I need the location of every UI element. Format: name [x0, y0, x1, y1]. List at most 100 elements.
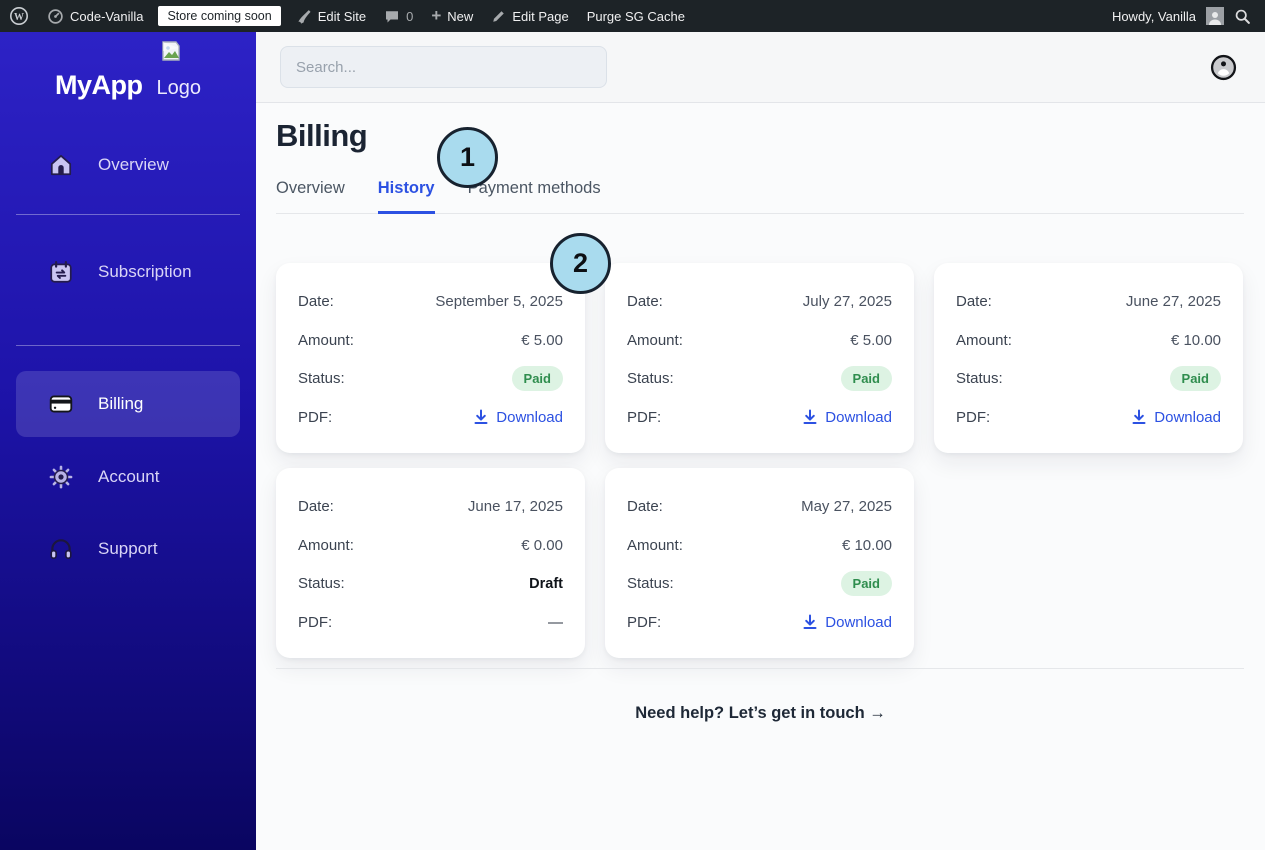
admin-bar-site-menu[interactable]: Code-Vanilla [38, 0, 152, 32]
main-area: Billing Overview History Payment methods… [256, 32, 1265, 850]
status-label: Status: [627, 370, 674, 387]
invoice-amount-row: Amount: € 10.00 [627, 534, 892, 557]
new-content-menu[interactable]: + New [422, 0, 482, 32]
edit-page-menu[interactable]: Edit Page [482, 0, 577, 32]
amount-label: Amount: [627, 331, 683, 349]
tab-payment-methods[interactable]: Payment methods [467, 179, 601, 197]
help-link[interactable]: Need help? Let’s get in touch → [635, 704, 886, 722]
wordpress-logo-icon[interactable]: W [0, 0, 38, 32]
top-header [256, 32, 1265, 103]
pdf-label: PDF: [298, 613, 333, 631]
invoice-card: Date: May 27, 2025 Amount: € 10.00 Statu… [605, 468, 914, 658]
sidebar-item-overview[interactable]: Overview [16, 143, 240, 187]
comments-count: 0 [406, 8, 414, 24]
tab-overview[interactable]: Overview [276, 179, 345, 197]
invoice-date-row: Date: July 27, 2025 [627, 290, 892, 313]
logo-alt-text: Logo [156, 77, 202, 99]
user-menu-button[interactable] [1210, 54, 1237, 86]
pdf-label: PDF: [956, 408, 991, 426]
invoice-status-row: Status: Paid [956, 366, 1221, 391]
avatar-silhouette-icon [1209, 12, 1221, 25]
date-label: Date: [627, 293, 663, 310]
invoice-status-row: Status: Draft [298, 572, 563, 595]
purge-cache-menu[interactable]: Purge SG Cache [578, 0, 694, 32]
invoice-card: Date: June 17, 2025 Amount: € 0.00 Statu… [276, 468, 585, 658]
invoice-date: September 5, 2025 [435, 293, 563, 310]
comment-bubble-icon [386, 10, 399, 22]
amount-label: Amount: [298, 331, 354, 349]
purge-cache-label: Purge SG Cache [586, 8, 685, 24]
brand-name: MyApp [55, 70, 143, 100]
footer-divider [276, 668, 1244, 669]
wp-admin-bar: W Code-Vanilla Store coming soon Edit Si… [0, 0, 1265, 32]
invoice-card: Date: July 27, 2025 Amount: € 5.00 Statu… [605, 263, 914, 453]
invoice-amount: € 10.00 [1170, 331, 1221, 349]
search-icon[interactable] [1234, 8, 1251, 25]
edit-page-label: Edit Page [512, 8, 569, 24]
sidebar-divider [16, 345, 240, 346]
invoice-pdf-row: PDF: — [298, 611, 563, 634]
invoice-download-link[interactable]: Download [1132, 409, 1221, 426]
invoice-card: Date: September 5, 2025 Amount: € 5.00 S… [276, 263, 585, 453]
user-circle-icon [1210, 54, 1237, 81]
site-name: Code-Vanilla [70, 8, 144, 24]
invoice-date: June 17, 2025 [467, 498, 563, 515]
annotation-circle-2: 2 [550, 233, 611, 294]
sidebar-item-label: Subscription [98, 262, 192, 281]
date-label: Date: [627, 498, 663, 515]
howdy-label[interactable]: Howdy, Vanilla [1111, 8, 1196, 24]
invoice-pdf-row: PDF: Download [627, 406, 892, 429]
invoice-status-row: Status: Paid [627, 571, 892, 596]
invoice-download-link[interactable]: Download [803, 614, 892, 631]
sidebar-item-subscription[interactable]: Subscription [16, 250, 240, 294]
page-content: Billing Overview History Payment methods… [256, 103, 1265, 850]
sidebar-item-label: Support [98, 539, 158, 558]
wordpress-logo-icon: W [10, 7, 28, 25]
sidebar-item-support[interactable]: Support [16, 527, 240, 571]
svg-text:W: W [14, 12, 24, 23]
status-label: Status: [298, 575, 345, 592]
invoice-download-link[interactable]: Download [803, 409, 892, 426]
invoice-status: Draft [529, 575, 563, 592]
invoice-status: Paid [840, 366, 892, 391]
sidebar-divider [16, 214, 240, 215]
amount-label: Amount: [627, 536, 683, 554]
invoice-pdf-dash: — [548, 613, 563, 631]
invoice-amount: € 0.00 [521, 536, 563, 554]
invoice-download-link[interactable]: Download [474, 409, 563, 426]
dashboard-gauge-icon [48, 8, 63, 24]
sidebar-item-label: Billing [98, 394, 144, 413]
edit-site-menu[interactable]: Edit Site [287, 0, 375, 32]
invoice-status-row: Status: Paid [627, 366, 892, 391]
billing-tabs: Overview History Payment methods [276, 179, 601, 214]
sidebar-item-billing[interactable]: Billing [16, 371, 240, 437]
brand[interactable]: MyApp Logo [0, 41, 256, 101]
download-icon [1132, 409, 1146, 424]
invoice-download-label: Download [496, 408, 563, 426]
invoice-date: July 27, 2025 [802, 293, 892, 310]
page-title: Billing [276, 118, 368, 153]
credit-card-icon [49, 395, 73, 413]
download-icon [803, 409, 817, 424]
status-label: Status: [298, 370, 345, 387]
date-label: Date: [956, 293, 992, 310]
headphones-icon [50, 539, 72, 560]
tab-history[interactable]: History [377, 179, 435, 214]
comments-menu[interactable]: 0 [375, 0, 422, 32]
logo-image-broken: Logo [156, 41, 202, 100]
invoice-amount: € 10.00 [841, 536, 892, 554]
download-icon [474, 409, 488, 424]
user-avatar[interactable] [1206, 7, 1224, 25]
home-icon [50, 154, 72, 176]
invoice-status: Paid [840, 571, 892, 596]
customizer-brush-icon [298, 10, 311, 24]
invoice-status: Paid [1169, 366, 1221, 391]
invoice-amount-row: Amount: € 5.00 [298, 329, 563, 352]
invoice-download-label: Download [1154, 408, 1221, 426]
search-input[interactable] [280, 46, 607, 88]
pdf-label: PDF: [627, 408, 662, 426]
pdf-label: PDF: [627, 613, 662, 631]
calendar-sync-icon [50, 260, 72, 283]
invoice-pdf-row: PDF: Download [956, 406, 1221, 429]
sidebar-item-account[interactable]: Account [16, 455, 240, 499]
